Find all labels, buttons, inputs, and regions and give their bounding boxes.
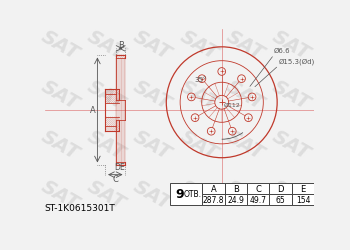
Text: SAT: SAT	[38, 127, 82, 163]
Text: ST-1K0615301T: ST-1K0615301T	[44, 204, 115, 212]
Bar	[225, 184, 247, 194]
Bar	[247, 184, 270, 194]
Text: C: C	[112, 174, 118, 183]
Text: 9: 9	[176, 188, 184, 200]
Text: SAT: SAT	[269, 77, 313, 114]
Bar	[170, 184, 202, 205]
Text: E: E	[120, 162, 124, 172]
Bar	[270, 194, 292, 205]
Text: SAT: SAT	[84, 127, 128, 163]
Text: 287.8: 287.8	[203, 195, 224, 204]
Bar	[202, 184, 225, 194]
Text: SAT: SAT	[269, 27, 313, 64]
Text: Ø6.6: Ø6.6	[274, 48, 291, 54]
Text: D: D	[278, 184, 284, 193]
Text: SAT: SAT	[38, 27, 82, 64]
Text: SAT: SAT	[223, 127, 267, 163]
Text: SAT: SAT	[176, 77, 221, 114]
Text: 35°: 35°	[194, 77, 206, 83]
Text: SAT: SAT	[269, 127, 313, 163]
Text: SAT: SAT	[130, 77, 175, 114]
Text: SAT: SAT	[176, 27, 221, 64]
Text: A: A	[211, 184, 217, 193]
Text: SAT: SAT	[130, 176, 175, 213]
Text: 24.9: 24.9	[228, 195, 244, 204]
Bar	[247, 194, 270, 205]
Text: 49.7: 49.7	[250, 195, 267, 204]
Text: D: D	[114, 162, 120, 172]
Text: Ø112: Ø112	[223, 103, 240, 108]
Text: A: A	[90, 106, 96, 115]
Text: E: E	[300, 184, 306, 193]
Text: SAT: SAT	[38, 176, 82, 213]
Text: SAT: SAT	[84, 176, 128, 213]
Bar	[270, 184, 292, 194]
Text: C: C	[256, 184, 261, 193]
Bar	[292, 184, 314, 194]
Bar	[225, 194, 247, 205]
Text: SAT: SAT	[223, 176, 267, 213]
Text: SAT: SAT	[38, 77, 82, 114]
Text: Ø15.3(Ød): Ø15.3(Ød)	[279, 58, 315, 64]
Text: 154: 154	[296, 195, 310, 204]
Text: SAT: SAT	[223, 77, 267, 114]
Text: SAT: SAT	[84, 77, 128, 114]
Text: ОТВ.: ОТВ.	[184, 190, 202, 198]
Text: SAT: SAT	[176, 176, 221, 213]
Text: SAT: SAT	[84, 27, 128, 64]
Text: SAT: SAT	[269, 176, 313, 213]
Text: 65: 65	[276, 195, 286, 204]
Text: SAT: SAT	[130, 27, 175, 64]
Text: SAT: SAT	[130, 127, 175, 163]
Bar	[202, 194, 225, 205]
Text: B: B	[233, 184, 239, 193]
Text: SAT: SAT	[176, 127, 221, 163]
Bar	[292, 194, 314, 205]
Text: SAT: SAT	[223, 27, 267, 64]
Text: B: B	[118, 41, 124, 50]
